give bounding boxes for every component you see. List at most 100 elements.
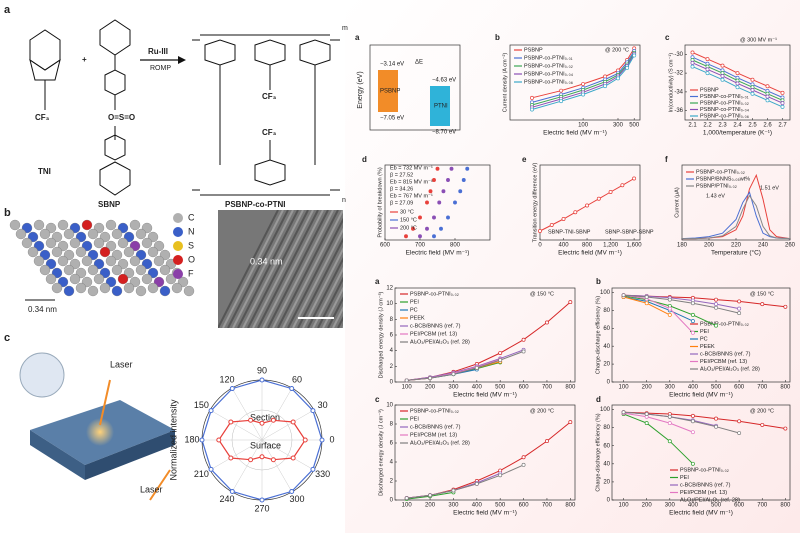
point xyxy=(632,53,637,58)
point xyxy=(290,419,296,425)
point xyxy=(690,319,695,324)
point xyxy=(446,215,450,220)
atom xyxy=(57,219,69,231)
point xyxy=(620,183,625,188)
atom xyxy=(129,255,141,267)
spoke xyxy=(209,409,263,441)
x-tick-label: 800 xyxy=(565,503,576,509)
series-line xyxy=(623,296,694,322)
point xyxy=(289,386,295,392)
point xyxy=(783,304,788,309)
point xyxy=(690,430,695,435)
annotation: 1.43 eV xyxy=(706,193,725,199)
x-tick-label: 600 xyxy=(519,385,530,391)
inset xyxy=(19,352,65,398)
x-tick-label: 240 xyxy=(758,243,769,249)
x-tick-label: 500 xyxy=(495,385,506,391)
x-tick-label: 300 xyxy=(665,503,676,509)
atom xyxy=(135,285,147,297)
point xyxy=(319,437,325,443)
atom xyxy=(33,219,45,231)
x-axis-label: Electric field (MV m⁻¹) xyxy=(669,510,733,517)
theta-label: 210 xyxy=(194,469,209,479)
annotation: 1.51 eV xyxy=(760,185,779,191)
legend-label: PSBNP-co-PTNI₀.₀₄ xyxy=(700,107,750,113)
x-tick-label: 300 xyxy=(448,385,459,391)
legend-label: PEI xyxy=(410,299,419,305)
x-tick-label: 100 xyxy=(402,503,413,509)
beam xyxy=(99,379,111,426)
ring xyxy=(204,39,236,66)
band xyxy=(430,86,450,126)
point xyxy=(644,412,649,416)
point xyxy=(667,414,672,419)
atom xyxy=(141,273,153,285)
point xyxy=(581,82,586,86)
point xyxy=(446,178,450,182)
point xyxy=(720,73,725,78)
x-tick-label: 500 xyxy=(711,503,722,509)
legend-label: Al₂O₃/PEI/Al₂O₃ (ref. 28) xyxy=(410,339,470,345)
annotation: Eb = 815 MV m⁻¹ xyxy=(390,179,433,185)
legend-label: PSBNP-co-PTNI₀.₀₂ xyxy=(410,408,459,414)
point xyxy=(667,439,672,444)
point xyxy=(625,65,630,70)
point xyxy=(690,413,695,418)
point xyxy=(404,378,409,383)
x-axis-label: 1,000/temperature (K⁻¹) xyxy=(703,130,772,137)
annotation: @ 200 °C xyxy=(605,47,629,53)
point xyxy=(425,226,429,231)
frame xyxy=(369,44,461,131)
level: −3.14 eV xyxy=(380,62,404,68)
atom xyxy=(99,246,111,258)
x-tick-label: 700 xyxy=(757,503,768,509)
x-tick-label: 200 xyxy=(425,503,436,509)
point xyxy=(259,377,265,383)
legend-label: Al₂O₃/PEI/Al₂O₃ (ref. 28) xyxy=(700,366,760,372)
legend-label: PSBNP-co-PTNI₀.₀₂ xyxy=(410,291,459,297)
atom xyxy=(39,264,51,276)
x-tick-label: 200 xyxy=(704,243,715,249)
point xyxy=(561,217,566,221)
film-side xyxy=(30,430,85,480)
atom xyxy=(15,228,27,240)
x-tick-label: 2.5 xyxy=(748,123,757,129)
atom-label: C xyxy=(188,212,195,222)
fringe xyxy=(267,210,329,328)
point xyxy=(404,496,409,501)
annotation: @ 200 °C xyxy=(530,408,554,414)
x-tick-label: 700 xyxy=(757,385,768,391)
point xyxy=(644,421,649,426)
point xyxy=(404,234,408,239)
point xyxy=(310,466,316,472)
atom xyxy=(81,255,93,267)
point xyxy=(573,210,578,215)
series-line xyxy=(406,350,524,381)
legend-label: PEI/PCBM (ref. 13) xyxy=(410,331,457,337)
point xyxy=(737,299,742,304)
legend-label: PSBNP/BNNS₀.₀₅wt% xyxy=(696,176,750,182)
atom xyxy=(69,237,81,249)
legend-label: 200 °C xyxy=(400,225,417,231)
x-tick-label: 700 xyxy=(415,243,426,249)
y-axis-label: Energy (eV) xyxy=(357,71,364,108)
tem-spacing: 0.34 nm xyxy=(250,256,283,266)
fringe xyxy=(327,296,343,328)
plot-frame xyxy=(611,404,791,501)
theta-label: 300 xyxy=(289,494,304,504)
atom xyxy=(69,273,81,285)
legend-label: c-BCB/BNNS (ref. 7) xyxy=(410,424,461,430)
point xyxy=(544,439,549,444)
point xyxy=(425,200,429,205)
series-line xyxy=(623,411,740,434)
point xyxy=(549,223,554,227)
y-tick-label: -30 xyxy=(674,52,683,58)
point xyxy=(690,419,695,424)
x-axis-label: Electric field (MV m⁻¹) xyxy=(406,250,470,257)
band-label: PTNI xyxy=(434,104,448,110)
series-line xyxy=(682,194,791,240)
x-tick-label: 600 xyxy=(519,503,530,509)
point xyxy=(418,215,422,220)
y-tick-label: 4 xyxy=(390,348,394,354)
point xyxy=(581,92,586,97)
